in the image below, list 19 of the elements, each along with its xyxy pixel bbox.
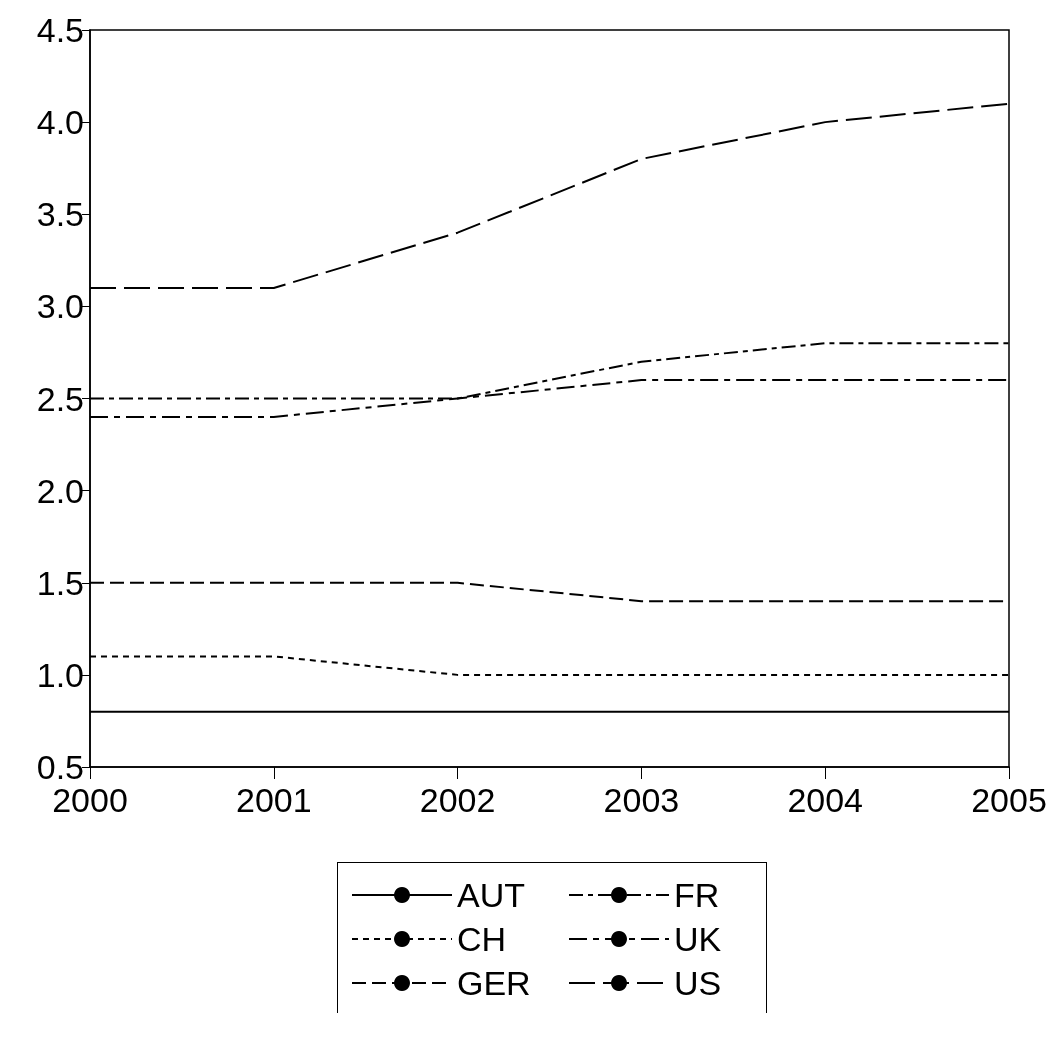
legend-label: US bbox=[674, 964, 722, 1002]
y-tick-label: 1.5 bbox=[36, 563, 84, 602]
x-tick-label: 2002 bbox=[419, 781, 496, 819]
y-tick-label: 3.5 bbox=[36, 195, 84, 234]
y-tick-label: 3.0 bbox=[36, 287, 84, 326]
y-tick-label: 2.0 bbox=[36, 471, 84, 510]
legend-label: UK bbox=[674, 920, 722, 958]
legend-label: FR bbox=[674, 876, 720, 914]
y-tick-label: 1.0 bbox=[36, 655, 84, 694]
legend-label: CH bbox=[457, 920, 507, 958]
x-tick-label: 2005 bbox=[971, 781, 1047, 819]
y-tick-label: 2.5 bbox=[36, 379, 84, 418]
legend-label: GER bbox=[457, 964, 531, 1002]
x-tick-label: 2003 bbox=[603, 781, 680, 819]
x-tick-label: 2001 bbox=[235, 781, 312, 819]
x-tick-label: 2004 bbox=[787, 781, 864, 819]
y-tick-label: 4.5 bbox=[36, 11, 84, 49]
y-tick-label: 4.0 bbox=[36, 103, 84, 142]
legend-label: AUT bbox=[457, 876, 525, 914]
